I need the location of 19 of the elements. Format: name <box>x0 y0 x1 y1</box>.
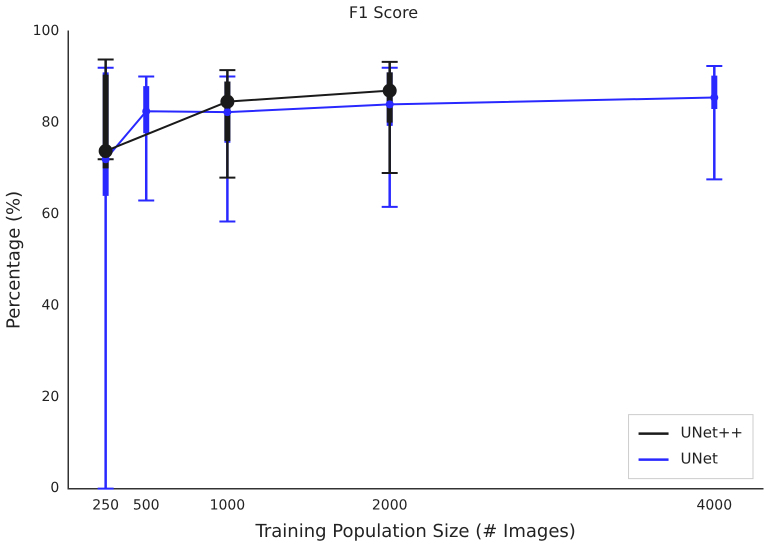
y-tick-label: 20 <box>41 388 60 405</box>
x-tick-label: 250 <box>92 498 120 514</box>
x-axis-title: Training Population Size (# Images) <box>254 520 576 542</box>
x-tick-label: 2000 <box>372 498 408 514</box>
x-tick-label: 1000 <box>210 498 246 514</box>
y-tick-label: 80 <box>41 114 60 130</box>
point <box>382 84 397 98</box>
x-tick-label: 4000 <box>696 498 732 514</box>
y-axis-title: Percentage (%) <box>3 190 24 329</box>
y-tick-label: 40 <box>41 297 60 314</box>
chart-title: F1 Score <box>348 2 418 22</box>
legend-label: UNet <box>680 449 718 468</box>
point <box>220 94 234 109</box>
x-tick-label: 500 <box>132 498 160 514</box>
legend-label: UNet++ <box>680 423 744 442</box>
y-tick-label: 100 <box>32 22 60 39</box>
y-tick-label: 60 <box>41 206 60 222</box>
y-tick-label: 0 <box>50 480 60 496</box>
point <box>98 144 113 158</box>
